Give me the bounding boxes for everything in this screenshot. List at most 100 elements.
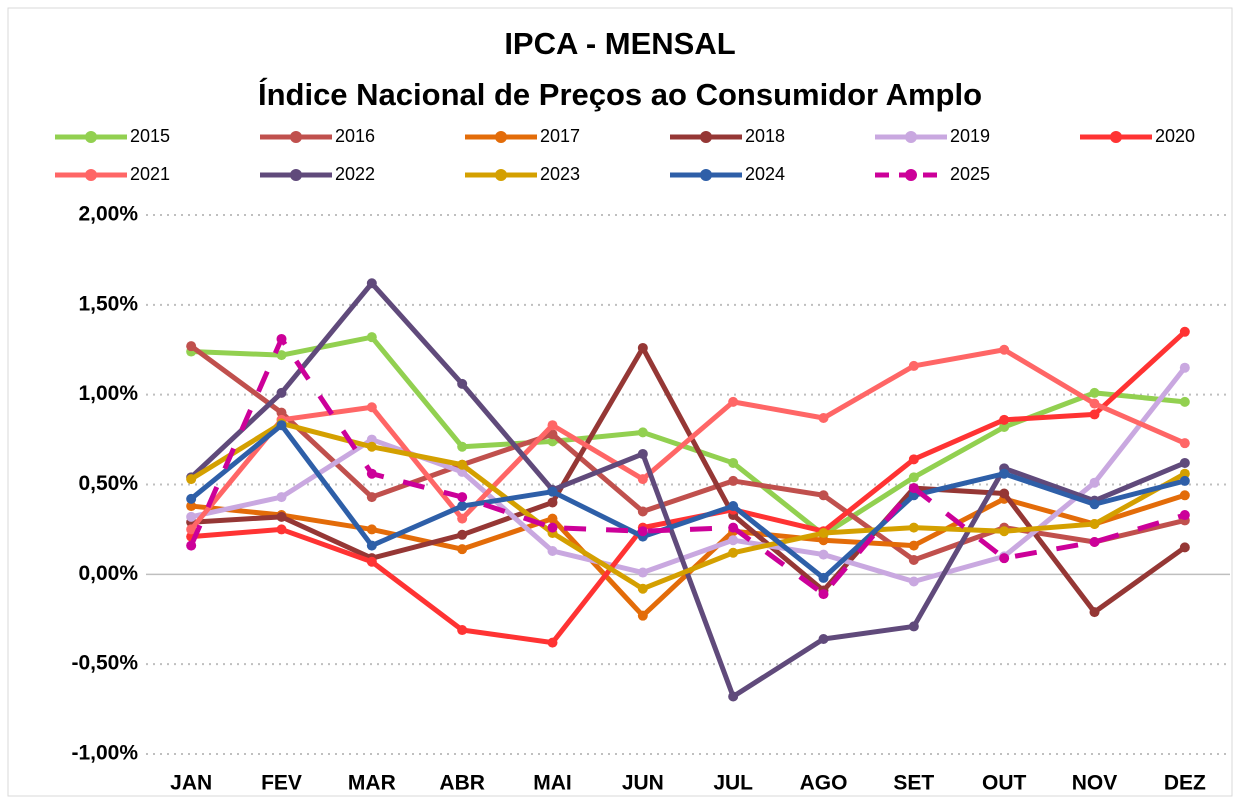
series-marker — [908, 483, 919, 494]
series-marker — [908, 454, 919, 465]
legend-label: 2023 — [540, 164, 580, 184]
series-line — [189, 420, 1187, 592]
series-marker — [547, 497, 558, 508]
series-marker — [186, 501, 197, 512]
series-marker — [186, 524, 197, 535]
series-line — [190, 366, 1187, 585]
series-marker — [1179, 468, 1190, 479]
series-marker — [276, 350, 287, 361]
series-marker — [1089, 398, 1100, 409]
series-marker — [818, 634, 829, 645]
x-tick-label: NOV — [1072, 772, 1118, 795]
series-marker — [908, 360, 919, 371]
series-marker — [1179, 490, 1190, 501]
series-marker — [457, 625, 468, 636]
series-marker — [999, 344, 1010, 355]
series-marker — [908, 554, 919, 565]
x-tick-label: OUT — [982, 772, 1027, 795]
series-marker — [999, 422, 1010, 433]
series-marker — [366, 540, 377, 551]
chart-subtitle: Índice Nacional de Preços ao Consumidor … — [258, 77, 982, 112]
series-marker — [728, 691, 739, 702]
x-tick-label: JUN — [622, 772, 664, 795]
legend-label: 2015 — [130, 126, 170, 146]
series-marker — [457, 492, 468, 503]
series-marker — [457, 529, 468, 540]
series-marker — [276, 333, 287, 344]
series-marker — [276, 387, 287, 398]
chart-border — [7, 7, 1233, 797]
legend-label: 2019 — [950, 126, 990, 146]
series-marker — [999, 468, 1010, 479]
y-tick-label: 2,00% — [78, 203, 138, 226]
series-line — [188, 336, 1186, 597]
chart-title: IPCA - MENSAL — [504, 26, 735, 61]
legend-label: 2025 — [950, 164, 990, 184]
series-marker — [366, 524, 377, 535]
series-marker — [637, 427, 648, 438]
legend-label: 2018 — [745, 126, 785, 146]
y-tick-label: 1,50% — [78, 292, 138, 315]
series-marker — [547, 545, 558, 556]
series-marker — [728, 522, 739, 533]
x-tick-label: DEZ — [1164, 772, 1206, 795]
legend-label: 2016 — [335, 126, 375, 146]
x-tick-label: AGO — [800, 772, 848, 795]
y-tick-label: 1,00% — [78, 382, 138, 405]
series-marker — [908, 576, 919, 587]
legend-marker — [700, 131, 712, 143]
series-marker — [1179, 457, 1190, 468]
x-tick-label: JUL — [713, 772, 753, 795]
series-marker — [366, 332, 377, 343]
series-marker — [276, 407, 287, 418]
series-marker — [1089, 536, 1100, 547]
series-marker — [637, 610, 648, 621]
legend-label: 2017 — [540, 126, 580, 146]
series-marker — [999, 414, 1010, 425]
series-line — [190, 329, 1187, 646]
series-marker — [1179, 510, 1190, 521]
series-marker — [637, 474, 648, 485]
series-marker — [728, 535, 739, 546]
series-marker — [1179, 438, 1190, 449]
series-marker — [1089, 409, 1100, 420]
series-marker — [818, 549, 829, 560]
series-marker — [908, 621, 919, 632]
series-marker — [818, 490, 829, 501]
series-marker — [186, 493, 197, 504]
series-marker — [1089, 519, 1100, 530]
series-marker — [186, 474, 197, 485]
legend-label: 2022 — [335, 164, 375, 184]
legend-label: 2021 — [130, 164, 170, 184]
series-marker — [547, 486, 558, 497]
series-marker — [366, 492, 377, 503]
series-marker — [276, 420, 287, 431]
series-marker — [637, 526, 648, 537]
series-marker — [1089, 499, 1100, 510]
series-marker — [276, 524, 287, 535]
series-marker — [908, 472, 919, 483]
series-marker — [547, 522, 558, 533]
legend-marker — [905, 131, 917, 143]
legend-label: 2020 — [1155, 126, 1195, 146]
series-marker — [366, 434, 377, 445]
series-marker — [457, 501, 468, 512]
series-marker — [457, 513, 468, 524]
legend-marker — [700, 169, 712, 181]
series-marker — [728, 501, 739, 512]
series-marker — [457, 441, 468, 452]
series-line — [189, 422, 1186, 581]
y-tick-label: -1,00% — [71, 742, 138, 765]
legend-marker — [85, 169, 97, 181]
series-marker — [366, 278, 377, 289]
series-marker — [908, 540, 919, 551]
legend-label: 2024 — [745, 164, 785, 184]
x-tick-label: SET — [893, 772, 934, 795]
series-marker — [908, 522, 919, 533]
series-marker — [366, 556, 377, 567]
y-tick-label: -0,50% — [71, 652, 138, 675]
series-marker — [186, 511, 197, 522]
x-tick-label: JAN — [170, 772, 212, 795]
x-tick-label: MAR — [348, 772, 396, 795]
